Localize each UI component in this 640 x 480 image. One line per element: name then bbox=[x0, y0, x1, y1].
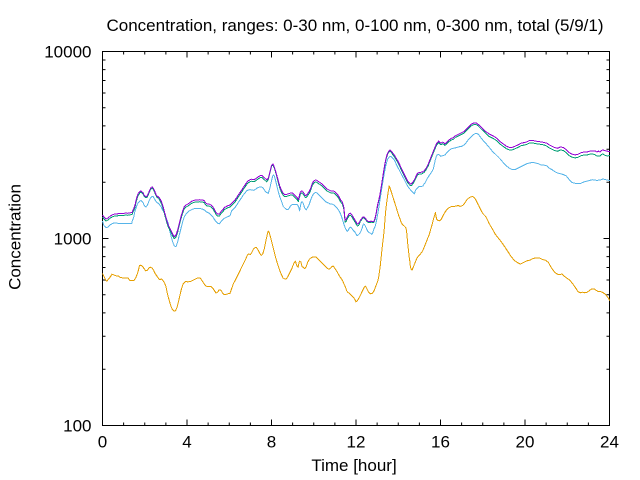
svg-text:Concentration: Concentration bbox=[6, 184, 25, 290]
svg-text:24: 24 bbox=[600, 433, 619, 452]
svg-text:Time [hour]: Time [hour] bbox=[311, 456, 396, 475]
svg-text:20: 20 bbox=[516, 433, 535, 452]
svg-text:12: 12 bbox=[347, 433, 366, 452]
svg-text:16: 16 bbox=[431, 433, 450, 452]
svg-text:0: 0 bbox=[98, 433, 107, 452]
svg-text:4: 4 bbox=[182, 433, 191, 452]
svg-text:8: 8 bbox=[267, 433, 276, 452]
svg-text:Concentration, ranges: 0-30 nm: Concentration, ranges: 0-30 nm, 0-100 nm… bbox=[106, 16, 603, 35]
svg-text:1000: 1000 bbox=[54, 230, 92, 249]
svg-text:10000: 10000 bbox=[44, 43, 91, 62]
svg-text:100: 100 bbox=[63, 417, 91, 436]
